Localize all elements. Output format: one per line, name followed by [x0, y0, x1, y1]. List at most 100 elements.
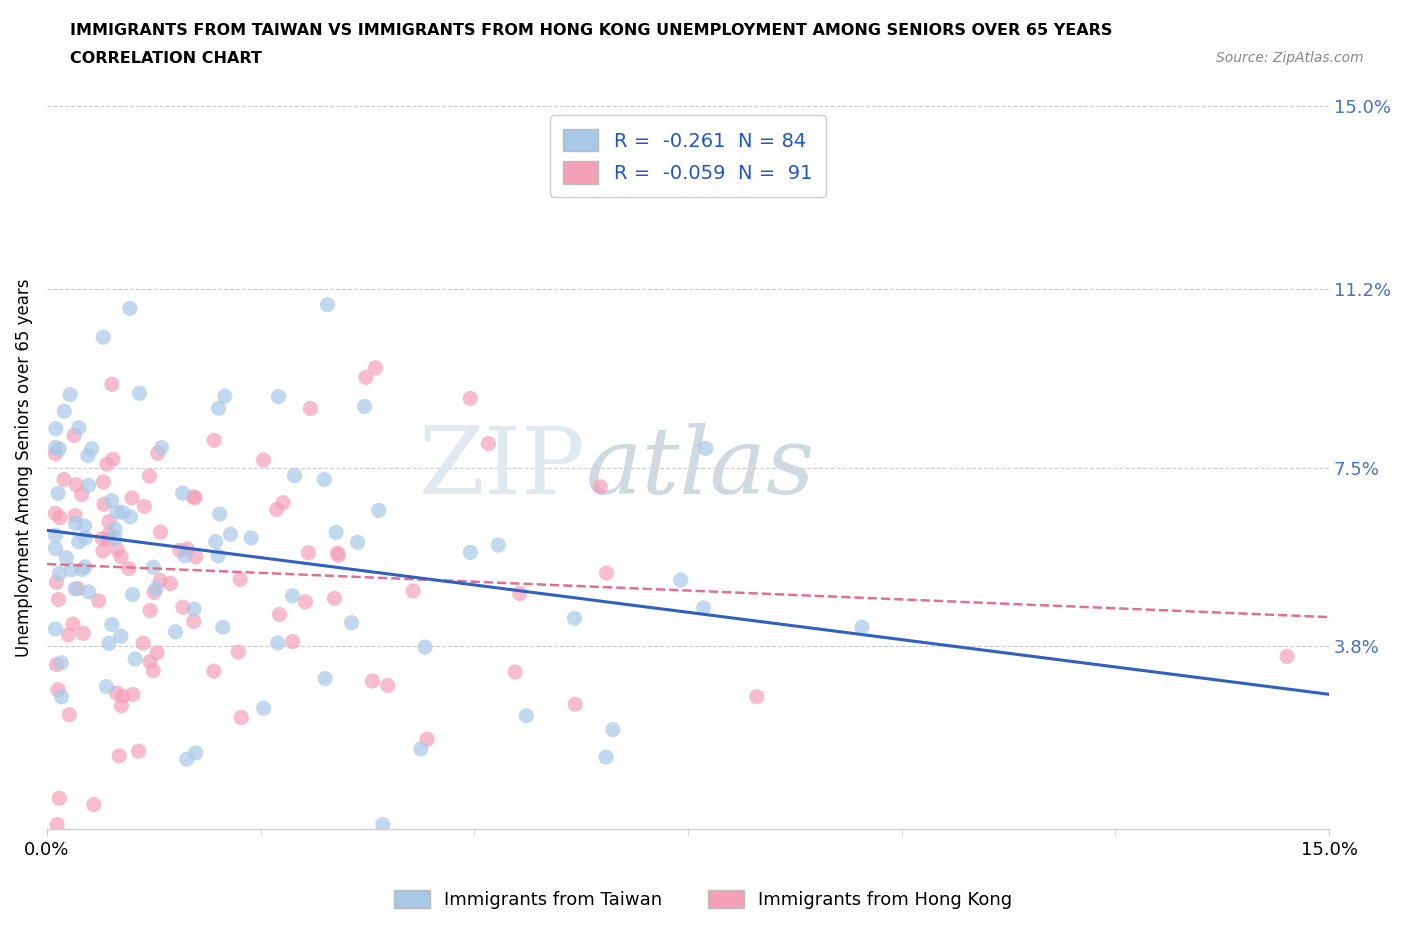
Point: [132, 636, 155, 651]
Point: [207, 401, 229, 416]
Point: [91, 330, 114, 345]
Point: [353, 399, 375, 414]
Point: [111, 505, 134, 520]
Point: [60, 563, 83, 578]
Point: [53, 404, 76, 418]
Point: [44, 527, 66, 542]
Point: [101, 617, 124, 631]
Point: [63, 428, 86, 443]
Point: [184, 490, 207, 505]
Point: [83, 797, 105, 812]
Point: [214, 389, 236, 404]
Point: [316, 298, 339, 312]
Point: [101, 452, 124, 467]
Point: [486, 538, 509, 552]
Point: [63, 508, 86, 523]
Point: [229, 572, 252, 587]
Point: [105, 542, 128, 557]
Point: [326, 546, 349, 561]
Point: [169, 543, 191, 558]
Point: [45, 440, 67, 455]
Point: [211, 620, 233, 635]
Point: [413, 640, 436, 655]
Point: [134, 498, 156, 513]
Point: [121, 490, 143, 505]
Point: [266, 502, 288, 517]
Point: [602, 723, 624, 737]
Point: [564, 611, 586, 626]
Point: [108, 749, 131, 764]
Point: [110, 629, 132, 644]
Point: [745, 689, 768, 704]
Point: [44, 446, 66, 461]
Point: [65, 516, 87, 531]
Point: [174, 549, 197, 564]
Point: [281, 634, 304, 649]
Point: [139, 654, 162, 669]
Legend: R =  -0.261  N = 84, R =  -0.059  N =  91: R = -0.261 N = 84, R = -0.059 N = 91: [550, 115, 827, 197]
Point: [851, 619, 873, 634]
Point: [77, 584, 100, 599]
Point: [93, 497, 115, 512]
Point: [299, 401, 322, 416]
Point: [96, 679, 118, 694]
Point: [146, 645, 169, 660]
Point: [183, 614, 205, 629]
Point: [58, 708, 80, 723]
Point: [165, 624, 187, 639]
Point: [105, 504, 128, 519]
Point: [93, 474, 115, 489]
Point: [46, 485, 69, 500]
Point: [314, 671, 336, 686]
Point: [354, 370, 377, 385]
Point: [267, 389, 290, 404]
Point: [65, 477, 87, 492]
Point: [231, 711, 253, 725]
Point: [208, 507, 231, 522]
Point: [46, 817, 69, 832]
Point: [45, 575, 67, 590]
Point: [58, 628, 80, 643]
Point: [416, 732, 439, 747]
Point: [96, 457, 118, 472]
Point: [49, 511, 72, 525]
Point: [70, 487, 93, 502]
Point: [75, 530, 97, 545]
Point: [266, 635, 288, 650]
Point: [595, 750, 617, 764]
Point: [87, 593, 110, 608]
Point: [226, 644, 249, 659]
Point: [48, 442, 70, 457]
Point: [149, 573, 172, 588]
Point: [150, 440, 173, 455]
Point: [105, 685, 128, 700]
Point: [142, 560, 165, 575]
Point: [53, 472, 76, 487]
Point: [72, 626, 94, 641]
Point: [458, 391, 481, 405]
Point: [323, 591, 346, 605]
Point: [1275, 649, 1298, 664]
Point: [62, 617, 84, 631]
Point: [149, 525, 172, 539]
Point: [377, 678, 399, 693]
Point: [367, 503, 389, 518]
Point: [564, 697, 586, 711]
Point: [97, 636, 120, 651]
Point: [172, 485, 194, 500]
Point: [176, 751, 198, 766]
Point: [73, 518, 96, 533]
Point: [67, 535, 90, 550]
Point: [204, 534, 226, 549]
Point: [184, 746, 207, 761]
Point: [271, 496, 294, 511]
Text: CORRELATION CHART: CORRELATION CHART: [70, 51, 262, 66]
Point: [283, 469, 305, 484]
Point: [145, 581, 167, 596]
Point: [509, 586, 531, 601]
Point: [59, 387, 82, 402]
Point: [70, 562, 93, 577]
Point: [183, 602, 205, 617]
Point: [595, 565, 617, 580]
Point: [219, 526, 242, 541]
